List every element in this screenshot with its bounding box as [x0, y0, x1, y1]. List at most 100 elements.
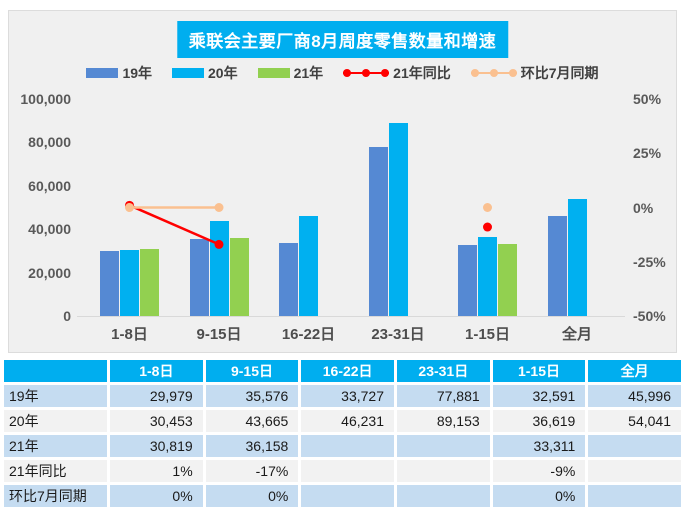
table-cell — [588, 460, 681, 482]
legend-swatch-bar — [172, 68, 205, 78]
x-axis-line — [77, 316, 625, 317]
data-table: 1-8日 9-15日 16-22日 23-31日 1-15日 全月 19年 29,979 35,… — [4, 360, 681, 507]
table-cell: 54,041 — [588, 410, 681, 432]
legend-item-1: 20年 — [172, 63, 238, 83]
table-row-label: 21年同比 — [4, 460, 107, 482]
line-marker — [214, 239, 224, 249]
table-cell: 35,576 — [205, 385, 299, 407]
table-cell: -17% — [205, 460, 299, 482]
line-marker — [483, 222, 492, 232]
bar — [120, 249, 139, 316]
left-axis-tick: 20,000 — [28, 264, 71, 281]
bar — [140, 249, 159, 316]
bar — [498, 243, 517, 316]
line-series-overlay — [125, 200, 492, 249]
legend-label: 19年 — [122, 65, 153, 81]
table-cell — [396, 460, 490, 482]
legend-item-2: 21年 — [257, 63, 324, 83]
legend-label: 20年 — [208, 65, 238, 81]
line-segment — [129, 204, 220, 246]
table-header-cell: 9-15日 — [205, 360, 299, 382]
line-marker — [214, 203, 224, 212]
table-cell: 89,153 — [396, 410, 490, 432]
table-cell — [588, 485, 681, 507]
bar — [100, 250, 119, 316]
right-axis-tick: -25% — [633, 253, 666, 270]
table-header-cell — [4, 360, 107, 382]
table-cell: 0% — [492, 485, 586, 507]
bar — [189, 238, 209, 316]
right-axis-tick: 0% — [633, 199, 654, 216]
table-cell: 36,619 — [492, 410, 586, 432]
chart-legend: 19年 20年 21年 21年同比 环比7月同期 — [9, 63, 676, 83]
x-axis-label: 1-15日 — [464, 326, 511, 343]
legend-swatch-bar — [86, 68, 119, 78]
table-cell: 33,311 — [492, 435, 586, 457]
table-cell — [396, 435, 490, 457]
table-cell: 77,881 — [396, 385, 490, 407]
table-cell: 0% — [110, 485, 203, 507]
legend-marker — [508, 69, 517, 77]
table-cell: 30,453 — [110, 410, 203, 432]
legend-swatch-line — [343, 68, 390, 78]
right-axis-tick: 50% — [633, 91, 662, 107]
left-axis-tick: 40,000 — [28, 221, 71, 238]
table-cell: 32,591 — [492, 385, 586, 407]
table-cell — [588, 435, 681, 457]
legend-label: 21年 — [293, 65, 324, 81]
table-cell — [301, 460, 394, 482]
x-axis-label: 全月 — [561, 326, 592, 343]
bar — [299, 215, 318, 316]
left-axis-tick: 60,000 — [28, 177, 71, 194]
table-cell: 36,158 — [205, 435, 299, 457]
chart-title: 乘联会主要厂商8月周度零售数量和增速 — [176, 21, 509, 58]
table-cell: 1% — [110, 460, 203, 482]
table-cell: -9% — [492, 460, 586, 482]
table-row-label: 19年 — [4, 385, 107, 407]
legend-label: 环比7月同期 — [520, 65, 599, 81]
bar — [388, 122, 408, 316]
bar — [368, 146, 388, 316]
x-axis-label: 23-31日 — [371, 326, 425, 343]
table-cell: 45,996 — [588, 385, 681, 407]
bar — [458, 245, 477, 316]
table-header-cell: 1-8日 — [110, 360, 203, 382]
right-axis-tick: 25% — [633, 145, 662, 162]
table-cell — [396, 485, 490, 507]
line-marker — [483, 203, 492, 212]
line-marker — [125, 203, 134, 212]
bar — [279, 242, 298, 316]
chart-panel: 乘联会主要厂商8月周度零售数量和增速 19年 20年 21年 21年同比 环比7月同期 … — [8, 10, 677, 353]
table-cell: 0% — [205, 485, 299, 507]
bar — [209, 221, 229, 316]
legend-marker — [362, 69, 371, 77]
legend-marker — [489, 69, 498, 77]
table-cell: 30,819 — [110, 435, 203, 457]
table-row-label: 环比7月同期 — [4, 485, 107, 507]
table-header-cell: 1-15日 — [492, 360, 586, 382]
x-axis-label: 1-8日 — [111, 326, 148, 343]
table-header-cell: 16-22日 — [301, 360, 394, 382]
table-header-cell: 23-31日 — [396, 360, 490, 382]
legend-item-0: 19年 — [86, 63, 152, 83]
table-header-cell: 全月 — [588, 360, 681, 382]
x-axis-label: 9-15日 — [196, 326, 242, 343]
legend-item-3: 21年同比 — [343, 63, 451, 83]
x-axis-label: 16-22日 — [281, 326, 336, 343]
left-axis-tick: 80,000 — [28, 134, 71, 151]
bar — [567, 198, 587, 316]
table-cell: 33,727 — [301, 385, 394, 407]
legend-item-4: 环比7月同期 — [470, 63, 599, 83]
legend-marker — [343, 69, 352, 77]
table-cell: 46,231 — [301, 410, 394, 432]
bar — [229, 237, 249, 316]
legend-marker — [470, 69, 479, 77]
table-cell — [301, 435, 394, 457]
table-cell: 29,979 — [110, 385, 203, 407]
legend-label: 21年同比 — [393, 65, 451, 81]
bar — [547, 216, 567, 316]
left-axis-tick: 100,000 — [20, 91, 71, 107]
legend-swatch-bar — [257, 68, 290, 78]
legend-swatch-line — [470, 68, 517, 78]
